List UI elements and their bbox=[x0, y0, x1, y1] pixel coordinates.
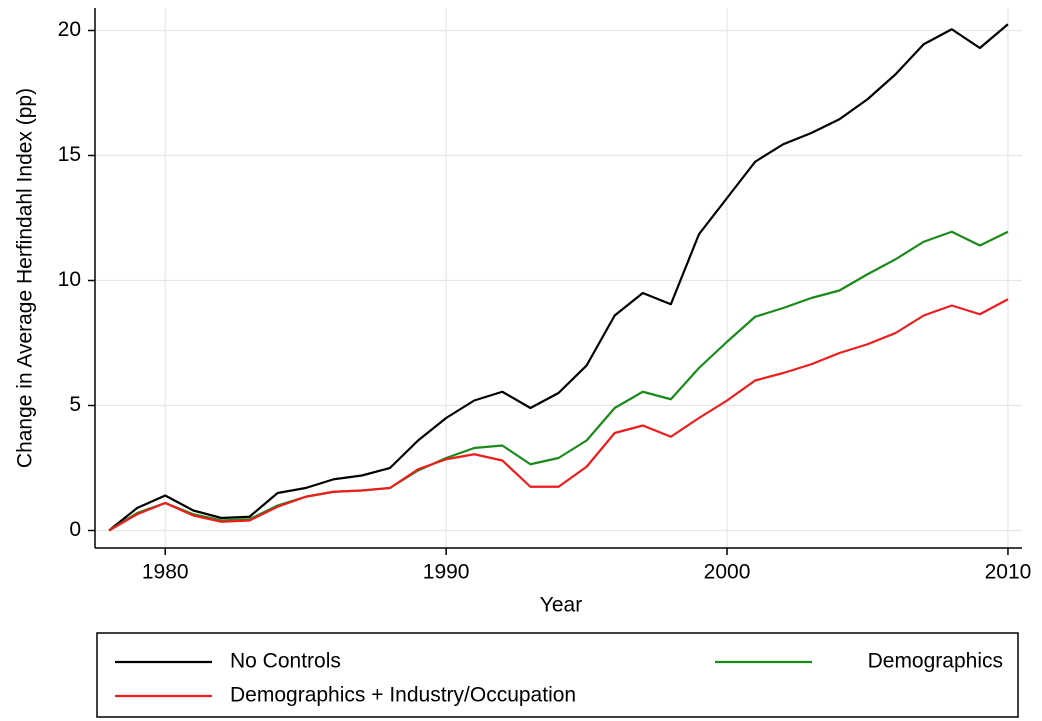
x-tick-label: 2000 bbox=[704, 561, 751, 584]
y-tick-label: 0 bbox=[69, 518, 81, 541]
y-tick-label: 10 bbox=[58, 268, 81, 291]
legend-label: Demographics bbox=[868, 650, 1003, 673]
line-series bbox=[108, 23, 1009, 532]
legend-box bbox=[96, 632, 1019, 718]
x-tick-label: 1990 bbox=[423, 561, 470, 584]
line-series bbox=[108, 230, 1009, 532]
x-axis-label: Year bbox=[540, 594, 582, 617]
x-tick-label: 1980 bbox=[142, 561, 189, 584]
y-tick-label: 20 bbox=[58, 18, 81, 41]
x-tick-label: 2010 bbox=[985, 561, 1032, 584]
line-series bbox=[108, 298, 1009, 532]
y-tick-label: 5 bbox=[69, 393, 81, 416]
legend-label: Demographics + Industry/Occupation bbox=[230, 684, 576, 707]
y-axis-label: Change in Average Herfindahl Index (pp) bbox=[14, 88, 37, 468]
y-tick-label: 15 bbox=[58, 143, 81, 166]
legend-label: No Controls bbox=[230, 650, 341, 673]
